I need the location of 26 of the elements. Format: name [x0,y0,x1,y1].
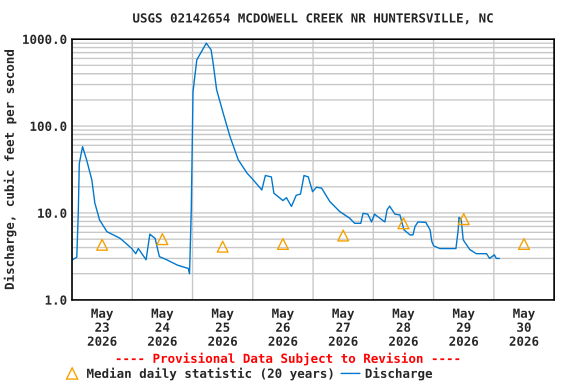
y-tick-label: 1.0 [46,295,66,305]
x-tick-label: May 26 2026 [268,308,298,346]
chart-title: USGS 02142654 MCDOWELL CREEK NR HUNTERSVILLE, NC [133,13,493,24]
y-tick-label: 100.0 [30,122,66,132]
point [397,217,410,230]
legend-label: Median daily statistic (20 years) [87,368,333,380]
x-tick-label: May 27 2026 [328,308,358,346]
text: ---- Provisional Data Subject to Revision ---- [116,352,460,366]
x-tick-label: May 25 2026 [208,308,238,346]
point [96,238,108,251]
x-tick-label: May 28 2026 [389,308,418,346]
x-tick-label: May 23 2026 [88,308,117,346]
x-tick-label: May 30 2026 [510,308,538,346]
point [337,229,350,242]
x-tick-label: May 24 2026 [148,308,177,346]
point [518,238,530,250]
point [156,233,168,246]
point [216,240,229,253]
y-tick-label: 10.0 [38,208,66,218]
y-tick-label: 1000.0 [23,34,66,44]
point [276,238,289,250]
line-series [72,42,500,274]
legend-label: Discharge [366,368,432,380]
y-axis-title: Discharge, cubic feet per second [4,50,16,290]
point [458,213,470,226]
x-tick-label: May 29 2026 [449,308,478,346]
